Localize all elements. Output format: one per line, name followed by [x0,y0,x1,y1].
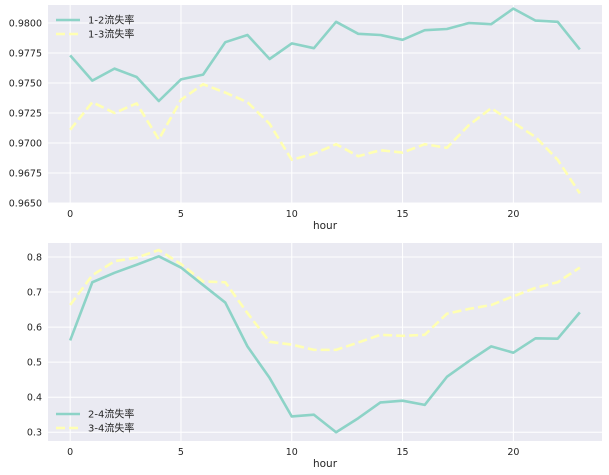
y-tick-label: 0.9725 [9,109,42,120]
y-tick-label: 0.8 [27,253,42,264]
series-line-1 [68,255,581,434]
legend-label-2: 1-3流失率 [88,28,134,41]
x-tick-label: 0 [67,209,73,220]
series-bottom [68,248,581,434]
y-tick-label: 0.4 [27,393,42,404]
y-tick-label: 0.9700 [9,139,42,150]
y-tick-label: 0.9750 [9,79,42,90]
y-tick-label: 0.9800 [9,19,42,30]
y-tick-label: 0.7 [27,288,42,299]
x-axis-label-top: hour [313,220,338,232]
yticks-bottom: 0.3 0.4 0.5 0.6 0.7 0.8 [27,253,42,439]
x-axis-label-bottom: hour [313,458,338,470]
legend-label-2: 3-4流失率 [88,422,134,435]
xticks-bottom: 0 5 10 15 20 [67,447,519,458]
x-tick-label: 15 [397,209,409,220]
x-tick-label: 10 [286,209,298,220]
y-tick-label: 0.9650 [9,199,42,210]
grid-top [48,5,602,204]
x-tick-label: 15 [397,447,409,458]
y-tick-label: 0.9775 [9,49,42,60]
series-line-2 [69,248,581,352]
plot-area-top [48,5,602,203]
y-tick-label: 0.3 [27,428,42,439]
series-line-1 [69,7,581,103]
x-tick-label: 20 [507,447,519,458]
xticks-top: 0 5 10 15 20 [67,209,519,220]
y-tick-label: 0.6 [27,323,42,334]
legend-label-1: 1-2流失率 [88,14,134,27]
chart-top: 0.9650 0.9675 0.9700 0.9725 0.9750 0.9775 0.98… [9,5,602,232]
y-tick-label: 0.5 [27,358,42,369]
chart-bottom: 0.3 0.4 0.5 0.6 0.7 0.8 0 5 10 15 20 hour 2-4流失率3… [27,243,602,470]
x-tick-label: 20 [507,209,519,220]
x-tick-label: 0 [67,447,73,458]
yticks-top: 0.9650 0.9675 0.9700 0.9725 0.9750 0.9775 0.98… [9,19,42,210]
x-tick-label: 5 [178,447,184,458]
x-tick-label: 5 [178,209,184,220]
x-tick-label: 10 [286,447,298,458]
plot-area-bottom [48,243,602,441]
y-tick-label: 0.9675 [9,169,42,180]
legend-label-1: 2-4流失率 [88,408,134,421]
series-top [69,7,581,195]
grid-bottom [48,243,602,441]
series-line-2 [69,82,581,195]
